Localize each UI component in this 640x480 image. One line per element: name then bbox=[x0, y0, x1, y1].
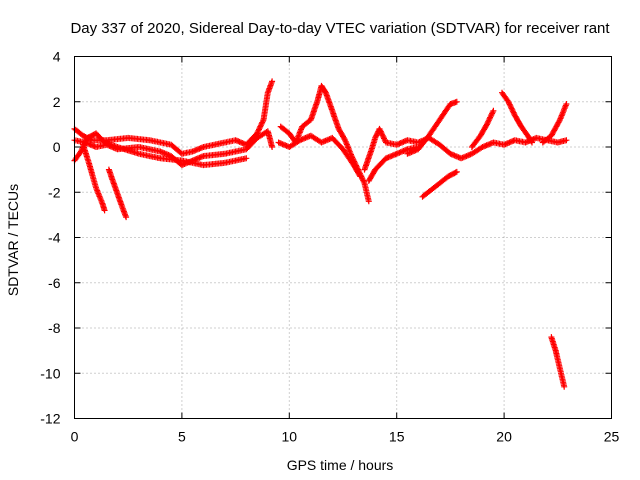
data-point bbox=[507, 102, 514, 109]
data-trace bbox=[105, 166, 130, 221]
y-tick-label: -10 bbox=[40, 365, 60, 381]
data-trace bbox=[419, 168, 460, 200]
data-point bbox=[529, 139, 535, 146]
data-trace bbox=[468, 107, 497, 150]
x-tick-label: 15 bbox=[389, 429, 405, 445]
grid bbox=[74, 56, 612, 419]
data-trace bbox=[548, 334, 568, 390]
x-tick-label: 0 bbox=[71, 429, 79, 445]
data-trace bbox=[499, 89, 535, 146]
data-trace bbox=[365, 144, 422, 184]
data-point bbox=[453, 168, 460, 175]
data-point bbox=[490, 107, 497, 114]
y-tick-label: 2 bbox=[53, 94, 61, 110]
data-trace bbox=[71, 78, 276, 157]
x-tick-label: 20 bbox=[496, 429, 512, 445]
chart-title: Day 337 of 2020, Sidereal Day-to-day VTE… bbox=[70, 20, 610, 37]
data-trace bbox=[361, 125, 570, 173]
y-tick-label: -4 bbox=[48, 230, 61, 246]
x-tick-label: 25 bbox=[604, 429, 620, 445]
data-point bbox=[243, 155, 250, 162]
data-point bbox=[548, 132, 555, 139]
y-axis-label: SDTVAR / TECUs bbox=[5, 184, 21, 296]
data-point bbox=[365, 198, 372, 205]
data-point bbox=[563, 137, 570, 144]
data-point bbox=[269, 144, 276, 150]
x-tick-label: 10 bbox=[282, 429, 298, 445]
data-point bbox=[509, 108, 516, 115]
data-points bbox=[71, 78, 570, 390]
y-tick-label: -6 bbox=[48, 275, 61, 291]
y-tick-label: 0 bbox=[53, 139, 61, 155]
data-point bbox=[269, 78, 276, 85]
data-trace bbox=[539, 101, 570, 146]
data-point bbox=[563, 101, 570, 107]
y-tick-label: -12 bbox=[40, 411, 60, 427]
x-axis-label: GPS time / hours bbox=[287, 457, 394, 473]
data-trace bbox=[80, 141, 108, 214]
data-point bbox=[341, 136, 348, 142]
data-point bbox=[561, 383, 568, 390]
y-tick-label: -2 bbox=[48, 184, 61, 200]
data-point bbox=[453, 98, 460, 105]
data-trace bbox=[404, 98, 460, 157]
data-point bbox=[101, 207, 108, 214]
data-point bbox=[528, 138, 535, 145]
x-tick-label: 5 bbox=[178, 429, 186, 445]
data-point bbox=[356, 172, 363, 179]
data-point bbox=[357, 173, 364, 180]
data-point bbox=[556, 118, 563, 125]
data-point bbox=[378, 130, 385, 136]
data-point bbox=[489, 109, 496, 116]
data-point bbox=[123, 214, 130, 221]
data-point bbox=[379, 132, 386, 139]
data-trace bbox=[275, 132, 364, 180]
y-tick-label: 4 bbox=[53, 49, 61, 65]
y-tick-label: -8 bbox=[48, 320, 61, 336]
